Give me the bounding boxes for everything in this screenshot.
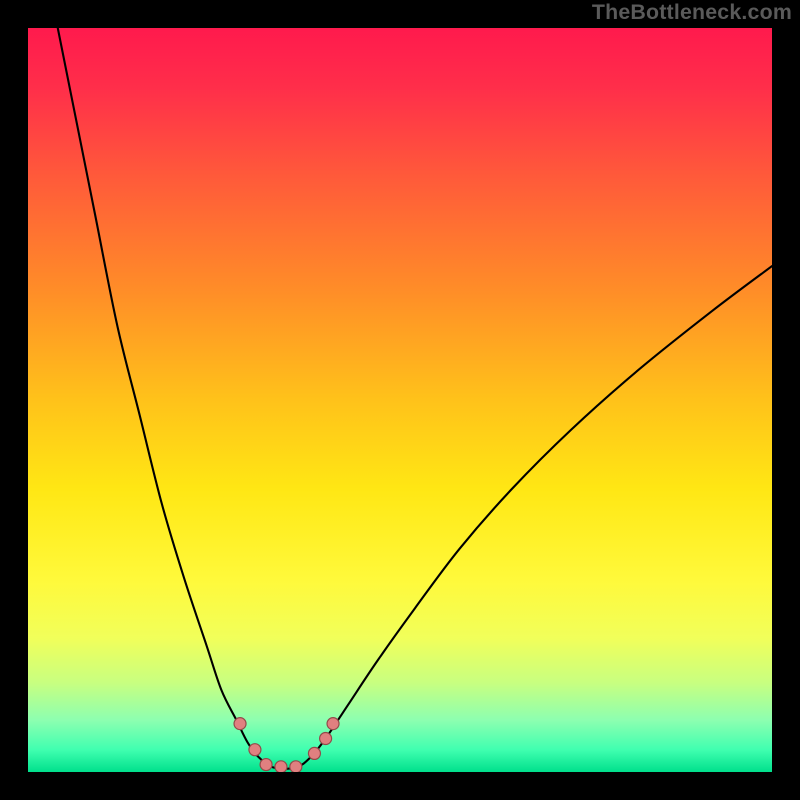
data-marker — [327, 718, 339, 730]
data-marker — [234, 718, 246, 730]
data-marker — [290, 761, 302, 772]
bottleneck-curve — [58, 28, 772, 769]
data-marker — [308, 747, 320, 759]
curve-layer — [28, 28, 772, 772]
data-marker — [260, 759, 272, 771]
watermark-text: TheBottleneck.com — [592, 0, 792, 25]
data-marker — [275, 761, 287, 772]
data-marker — [320, 733, 332, 745]
data-marker — [249, 744, 261, 756]
plot-area — [28, 28, 772, 772]
